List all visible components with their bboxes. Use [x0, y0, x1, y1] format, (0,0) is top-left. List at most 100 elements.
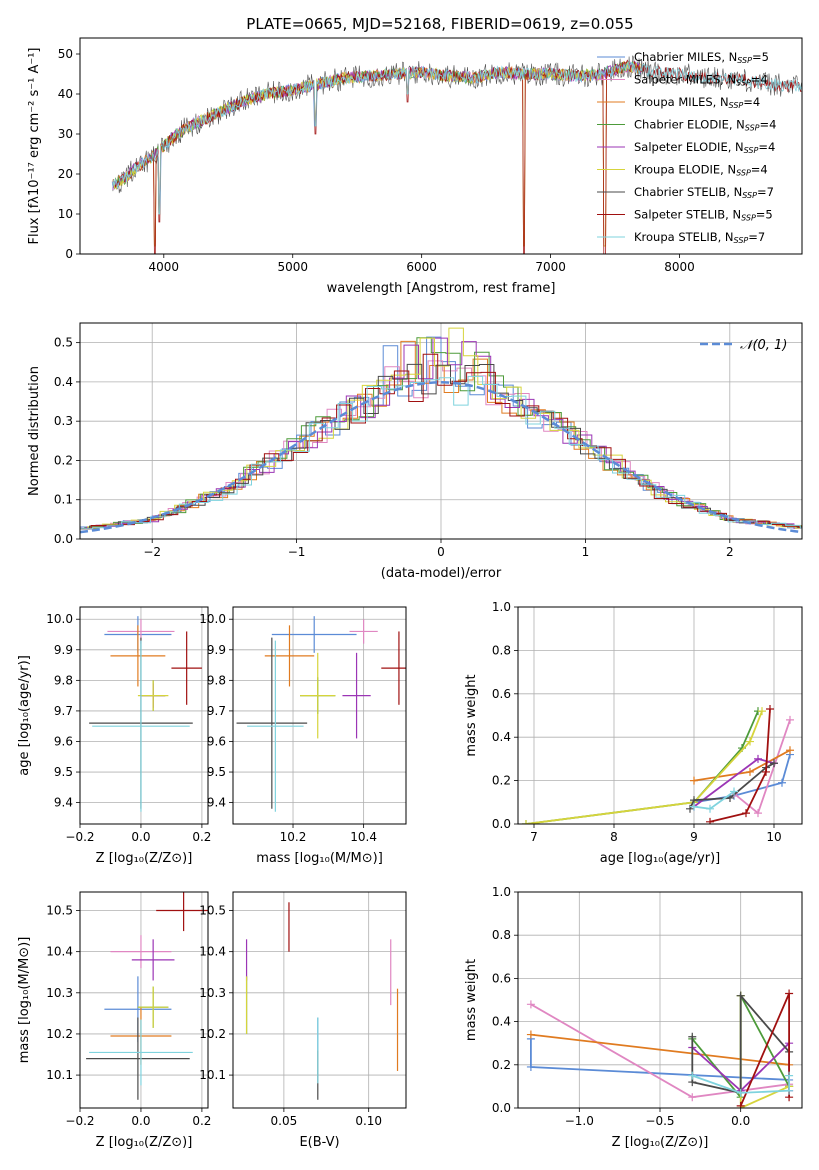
weight-line-2 — [530, 1033, 790, 1066]
y-tick-label: 0.0 — [492, 817, 511, 831]
y-tick-label: 0.4 — [54, 375, 73, 389]
x-axis-label: Z [log₁₀(Z/Z⊙)] — [612, 1135, 709, 1150]
weight-marker — [785, 989, 794, 998]
histogram-7 — [80, 353, 802, 530]
plot-area — [526, 989, 794, 1108]
weight-marker — [688, 1032, 697, 1041]
y-tick-label: 10.3 — [46, 986, 73, 1000]
panel-age-vs-mass: 10.2 10.4 9.4 9.5 9.6 9.7 9.8 9.9 10.0 mass [log₁… — [199, 606, 407, 866]
weight-line-8 — [691, 1074, 790, 1094]
axes-frame — [232, 891, 407, 1109]
x-tick-label: −2 — [143, 545, 161, 559]
y-tick-label: 9.4 — [207, 796, 226, 810]
weight-marker — [706, 804, 714, 813]
legend-label-0: Chabrier MILES, NSSP=5 — [634, 50, 769, 65]
y-tick-label: 0.4 — [492, 730, 511, 744]
y-tick-label: 10.4 — [46, 945, 73, 959]
legend-label-6: Chabrier STELIB, NSSP=7 — [634, 185, 774, 200]
x-axis-label: mass [log₁₀(M/M⊙)] — [256, 851, 383, 866]
y-tick-label: 10.2 — [199, 1027, 226, 1041]
y-tick-label: 20 — [58, 167, 73, 181]
y-tick-label: 0.0 — [492, 1101, 511, 1115]
plot-area — [522, 704, 794, 824]
y-tick-label: 0.2 — [492, 774, 511, 788]
panel-mass-vs-z: −0.2 0.0 0.2 10.1 10.2 10.3 10.4 10.5 Z [log₁₀(Z… — [17, 891, 211, 1150]
y-axis-label: mass [log₁₀(M/M⊙)] — [17, 937, 32, 1064]
x-axis-label: (data-model)/error — [381, 566, 502, 581]
x-tick-label: 0.0 — [131, 1114, 150, 1128]
histogram-4 — [80, 337, 802, 530]
y-tick-label: 0.8 — [492, 928, 511, 942]
y-tick-label: 0.6 — [492, 971, 511, 985]
y-tick-label: 10.5 — [199, 904, 226, 918]
y-tick-label: 1.0 — [492, 885, 511, 899]
y-tick-label: 0.2 — [492, 1058, 511, 1072]
y-tick-label: 10.3 — [199, 986, 226, 1000]
histogram-5 — [80, 327, 802, 530]
spectrum-line-2 — [112, 60, 642, 247]
weight-marker — [762, 767, 770, 776]
axes-frame — [232, 606, 407, 825]
weight-marker — [686, 804, 694, 813]
x-tick-label: −0.2 — [65, 830, 94, 844]
y-tick-label: 9.8 — [54, 673, 73, 687]
plot-area — [245, 902, 399, 1100]
y-tick-label: 0.3 — [54, 414, 73, 428]
x-axis-label: E(B-V) — [299, 1135, 339, 1150]
weight-marker — [758, 707, 766, 716]
axes-frame — [79, 606, 209, 825]
weight-line-3 — [525, 710, 759, 824]
spectrum-line-8 — [112, 61, 802, 215]
spectrum-line-0 — [111, 61, 641, 215]
x-axis-label: Z [log₁₀(Z/Z⊙)] — [96, 1135, 193, 1150]
figure-title: PLATE=0665, MJD=52168, FIBERID=0619, z=0… — [246, 15, 633, 33]
axes-frame — [517, 891, 803, 1109]
weight-marker — [730, 787, 738, 796]
x-tick-label: 5000 — [277, 260, 308, 274]
x-tick-label: 1 — [582, 545, 590, 559]
weight-marker — [736, 1101, 745, 1108]
x-tick-label: 9 — [690, 830, 698, 844]
weight-marker — [688, 1093, 697, 1102]
y-tick-label: 10.5 — [46, 904, 73, 918]
weight-marker — [736, 1088, 745, 1097]
weight-marker — [526, 1000, 535, 1009]
x-tick-label: −0.2 — [65, 1114, 94, 1128]
spectrum-line-3 — [112, 61, 642, 215]
y-axis-label: Normed distribution — [27, 366, 42, 496]
weight-marker — [786, 746, 794, 755]
plot-area — [80, 327, 802, 534]
plot-area — [86, 892, 208, 1100]
x-tick-label: −1.0 — [565, 1114, 594, 1128]
y-tick-label: 0.6 — [492, 687, 511, 701]
weight-marker — [742, 809, 750, 818]
y-tick-label: 9.5 — [54, 765, 73, 779]
weight-marker — [754, 809, 762, 818]
y-tick-label: 40 — [58, 87, 73, 101]
x-tick-label: 7000 — [535, 260, 566, 274]
y-tick-label: 1.0 — [492, 600, 511, 614]
x-tick-label: 8 — [610, 830, 618, 844]
spectrum-line-7 — [112, 59, 802, 254]
spectrum-line-1 — [112, 62, 642, 215]
weight-line-2 — [693, 749, 791, 782]
x-tick-label: 6000 — [406, 260, 437, 274]
y-tick-label: 30 — [58, 127, 73, 141]
y-axis-label: age [log₁₀(age/yr)] — [17, 655, 32, 776]
x-tick-label: 0 — [437, 545, 445, 559]
histogram-2 — [80, 340, 802, 529]
x-tick-label: 7 — [530, 830, 538, 844]
y-tick-label: 10.1 — [46, 1068, 73, 1082]
y-tick-label: 0.4 — [492, 1015, 511, 1029]
x-tick-label: 0.2 — [192, 1114, 211, 1128]
y-tick-label: 10.4 — [199, 945, 226, 959]
weight-marker — [526, 1030, 535, 1039]
axes-frame — [517, 606, 803, 825]
weight-marker — [522, 820, 530, 824]
x-tick-label: 0.2 — [192, 830, 211, 844]
x-axis-label: wavelength [Angstrom, rest frame] — [327, 281, 556, 296]
legend-label-normal: 𝒩(0, 1) — [740, 338, 787, 353]
weight-marker — [690, 776, 698, 785]
histogram-8 — [80, 375, 802, 530]
